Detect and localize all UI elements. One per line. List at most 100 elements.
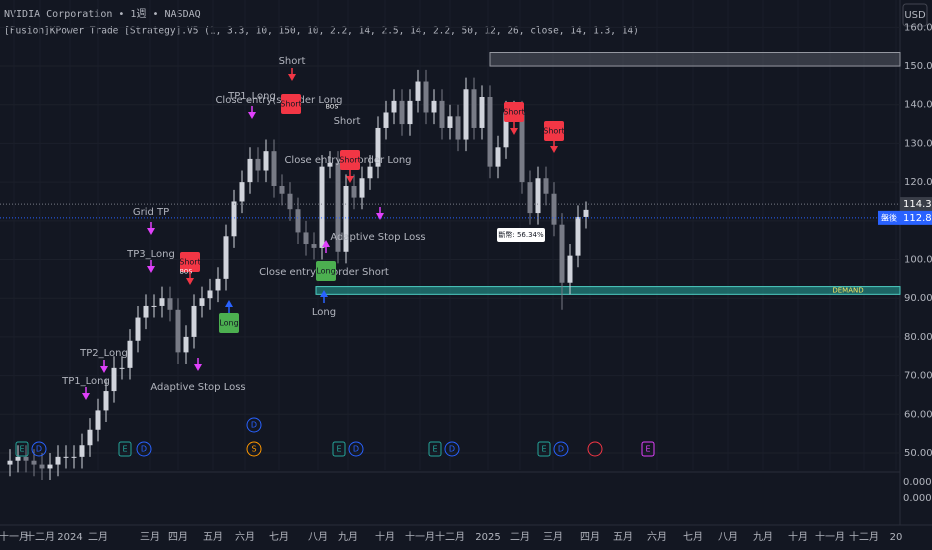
candle-body bbox=[255, 158, 261, 171]
candle-body bbox=[55, 456, 61, 465]
y-tick-label: 60.00 bbox=[904, 409, 932, 420]
event-label: E bbox=[645, 445, 650, 454]
x-tick-label: 六月 bbox=[235, 531, 255, 543]
candle-body bbox=[463, 89, 469, 140]
y-tick-label: 140.00 bbox=[904, 100, 932, 111]
annotation-label: TP2_Long bbox=[79, 348, 128, 359]
session-price-label: 112.83 bbox=[903, 213, 932, 224]
candle-body bbox=[351, 185, 357, 198]
currency-button[interactable] bbox=[902, 3, 928, 27]
signal-label: 斷幣: 56.34% bbox=[498, 230, 544, 239]
event-icon bbox=[537, 441, 551, 457]
signal-arrow bbox=[147, 228, 155, 235]
candle-body bbox=[407, 100, 413, 125]
candle-body bbox=[303, 232, 309, 245]
candle-body bbox=[439, 100, 445, 128]
x-tick-label: 八月 bbox=[718, 531, 738, 543]
currency-label[interactable]: USD bbox=[904, 10, 926, 21]
signal-arrow bbox=[322, 240, 330, 247]
signal-arrow bbox=[320, 290, 328, 297]
x-tick-label: 十月 bbox=[788, 530, 808, 543]
zone bbox=[315, 286, 901, 295]
candle-body bbox=[287, 193, 293, 210]
x-tick-label: 十二月 bbox=[849, 530, 879, 543]
x-tick-label: 十月 bbox=[375, 530, 395, 543]
signal-box bbox=[340, 150, 360, 170]
event-icon bbox=[587, 441, 603, 457]
annotation-label: Grid TP bbox=[133, 207, 169, 218]
event-label: E bbox=[122, 445, 127, 454]
y-tick-label: 80.00 bbox=[904, 332, 932, 343]
event-icon bbox=[553, 441, 569, 457]
candle-body bbox=[383, 112, 389, 128]
session-label: 盤後 bbox=[881, 212, 897, 222]
info-box bbox=[497, 228, 545, 242]
candle-body bbox=[175, 309, 181, 353]
event-icon bbox=[15, 441, 29, 457]
signal-label: BOS bbox=[180, 269, 193, 276]
event-label: E bbox=[541, 445, 546, 454]
x-tick-label: 八月 bbox=[308, 531, 328, 543]
candle-body bbox=[503, 112, 509, 148]
signal-box bbox=[281, 94, 301, 114]
candle-body bbox=[231, 201, 237, 237]
candle-body bbox=[279, 185, 285, 194]
y-tick-label: 120.00 bbox=[904, 177, 932, 188]
candle-body bbox=[335, 162, 341, 252]
event-label: E bbox=[432, 445, 437, 454]
signal-arrow bbox=[376, 213, 384, 220]
candle-body bbox=[39, 464, 45, 469]
y-tick-label: 70.00 bbox=[904, 371, 932, 382]
signal-label: Short bbox=[339, 156, 360, 165]
event-label: S bbox=[251, 445, 256, 454]
candle-body bbox=[199, 298, 205, 306]
x-tick-label: 七月 bbox=[683, 531, 703, 543]
candle-body bbox=[319, 166, 325, 248]
signal-box bbox=[180, 252, 200, 272]
candle-body bbox=[87, 429, 93, 446]
candle-body bbox=[119, 367, 125, 369]
annotation-label: Long bbox=[312, 307, 336, 318]
candle-body bbox=[311, 244, 317, 248]
y-tick-label: 130.00 bbox=[904, 138, 932, 149]
candle-body bbox=[223, 236, 229, 279]
event-label: E bbox=[19, 445, 24, 454]
candle-body bbox=[399, 100, 405, 125]
event-icon bbox=[428, 441, 442, 457]
candle-body bbox=[535, 178, 541, 214]
event-label: D bbox=[558, 445, 564, 454]
x-tick-label: 六月 bbox=[647, 531, 667, 543]
candle-body bbox=[391, 100, 397, 113]
candle-body bbox=[63, 456, 69, 458]
candle-body bbox=[343, 185, 349, 252]
signal-label: Short bbox=[503, 108, 524, 117]
session-box bbox=[878, 210, 932, 225]
signal-label: Short bbox=[543, 127, 564, 136]
candle-body bbox=[431, 100, 437, 113]
signal-label: Short bbox=[280, 100, 301, 109]
zone-label: DEMAND bbox=[832, 286, 863, 294]
x-tick-label: 十二月 bbox=[435, 530, 465, 543]
candle-body bbox=[375, 127, 381, 167]
annotation-label: Close entry(s) order Long bbox=[215, 95, 342, 106]
candle-body bbox=[191, 305, 197, 337]
candle-body bbox=[271, 151, 277, 186]
signal-arrow bbox=[510, 128, 518, 135]
signal-label: Long bbox=[219, 319, 238, 328]
x-tick-label: 九月 bbox=[753, 531, 773, 543]
signal-arrow bbox=[82, 393, 90, 400]
x-tick-label: 四月 bbox=[168, 531, 188, 543]
candle-body bbox=[103, 391, 109, 411]
candle-body bbox=[151, 305, 157, 307]
signal-box bbox=[544, 121, 564, 141]
candle-body bbox=[143, 305, 149, 318]
event-icon bbox=[332, 441, 346, 457]
signal-arrow bbox=[147, 266, 155, 273]
signal-label: Long bbox=[316, 267, 335, 276]
signal-arrow bbox=[225, 300, 233, 307]
x-tick-label: 五月 bbox=[203, 531, 223, 543]
candle-body bbox=[239, 182, 245, 202]
candle-body bbox=[79, 445, 85, 457]
x-tick-label: 十一月 bbox=[0, 530, 29, 543]
